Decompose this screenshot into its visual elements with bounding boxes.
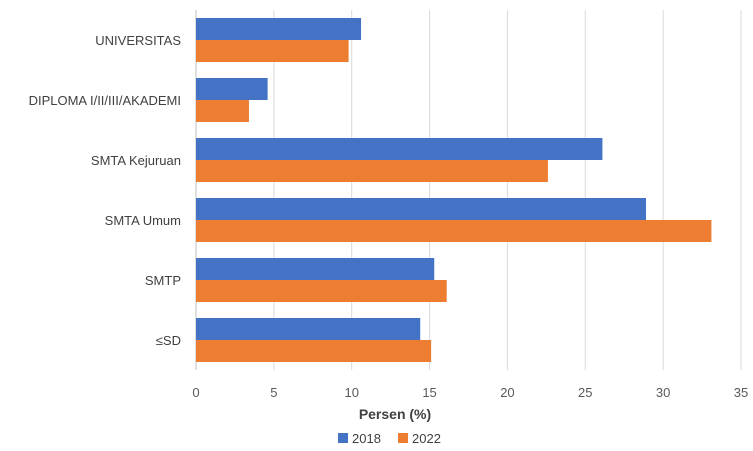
x-tick-35: 35	[734, 385, 748, 400]
legend: 2018 2022	[338, 431, 441, 446]
x-tick-5: 5	[270, 385, 277, 400]
bar-2018-1	[196, 78, 268, 100]
bar-2018-3	[196, 198, 647, 220]
legend-label-2018: 2018	[352, 431, 381, 446]
category-label: SMTA Umum	[105, 213, 181, 228]
bar-2022-3	[196, 220, 712, 242]
x-tick-30: 30	[656, 385, 670, 400]
x-tick-20: 20	[500, 385, 514, 400]
legend-swatch-2022	[398, 433, 408, 443]
x-axis-title: Persen (%)	[359, 406, 431, 422]
category-label: SMTA Kejuruan	[91, 153, 181, 168]
category-label: DIPLOMA I/II/III/AKADEMI	[29, 93, 181, 108]
gridlines	[195, 10, 742, 370]
bar-2022-2	[196, 160, 548, 182]
bar-2022-0	[196, 40, 349, 62]
bar-2018-2	[196, 138, 603, 160]
legend-swatch-2018	[338, 433, 348, 443]
bar-2018-4	[196, 258, 435, 280]
bar-2022-1	[196, 100, 249, 122]
x-tick-labels: 0 5 10 15 20 25 30 35	[192, 385, 748, 400]
category-label: SMTP	[145, 273, 181, 288]
bar-2018-0	[196, 18, 362, 40]
x-tick-0: 0	[192, 385, 199, 400]
category-label: UNIVERSITAS	[95, 33, 181, 48]
category-label: ≤SD	[156, 333, 181, 348]
x-tick-25: 25	[578, 385, 592, 400]
x-tick-15: 15	[422, 385, 436, 400]
bar-2022-5	[196, 340, 432, 362]
bar-2022-4	[196, 280, 447, 302]
category-labels: UNIVERSITAS DIPLOMA I/II/III/AKADEMI SMTA …	[29, 33, 182, 348]
bars	[196, 18, 712, 362]
legend-label-2022: 2022	[412, 431, 441, 446]
bar-2018-5	[196, 318, 421, 340]
x-tick-10: 10	[344, 385, 358, 400]
